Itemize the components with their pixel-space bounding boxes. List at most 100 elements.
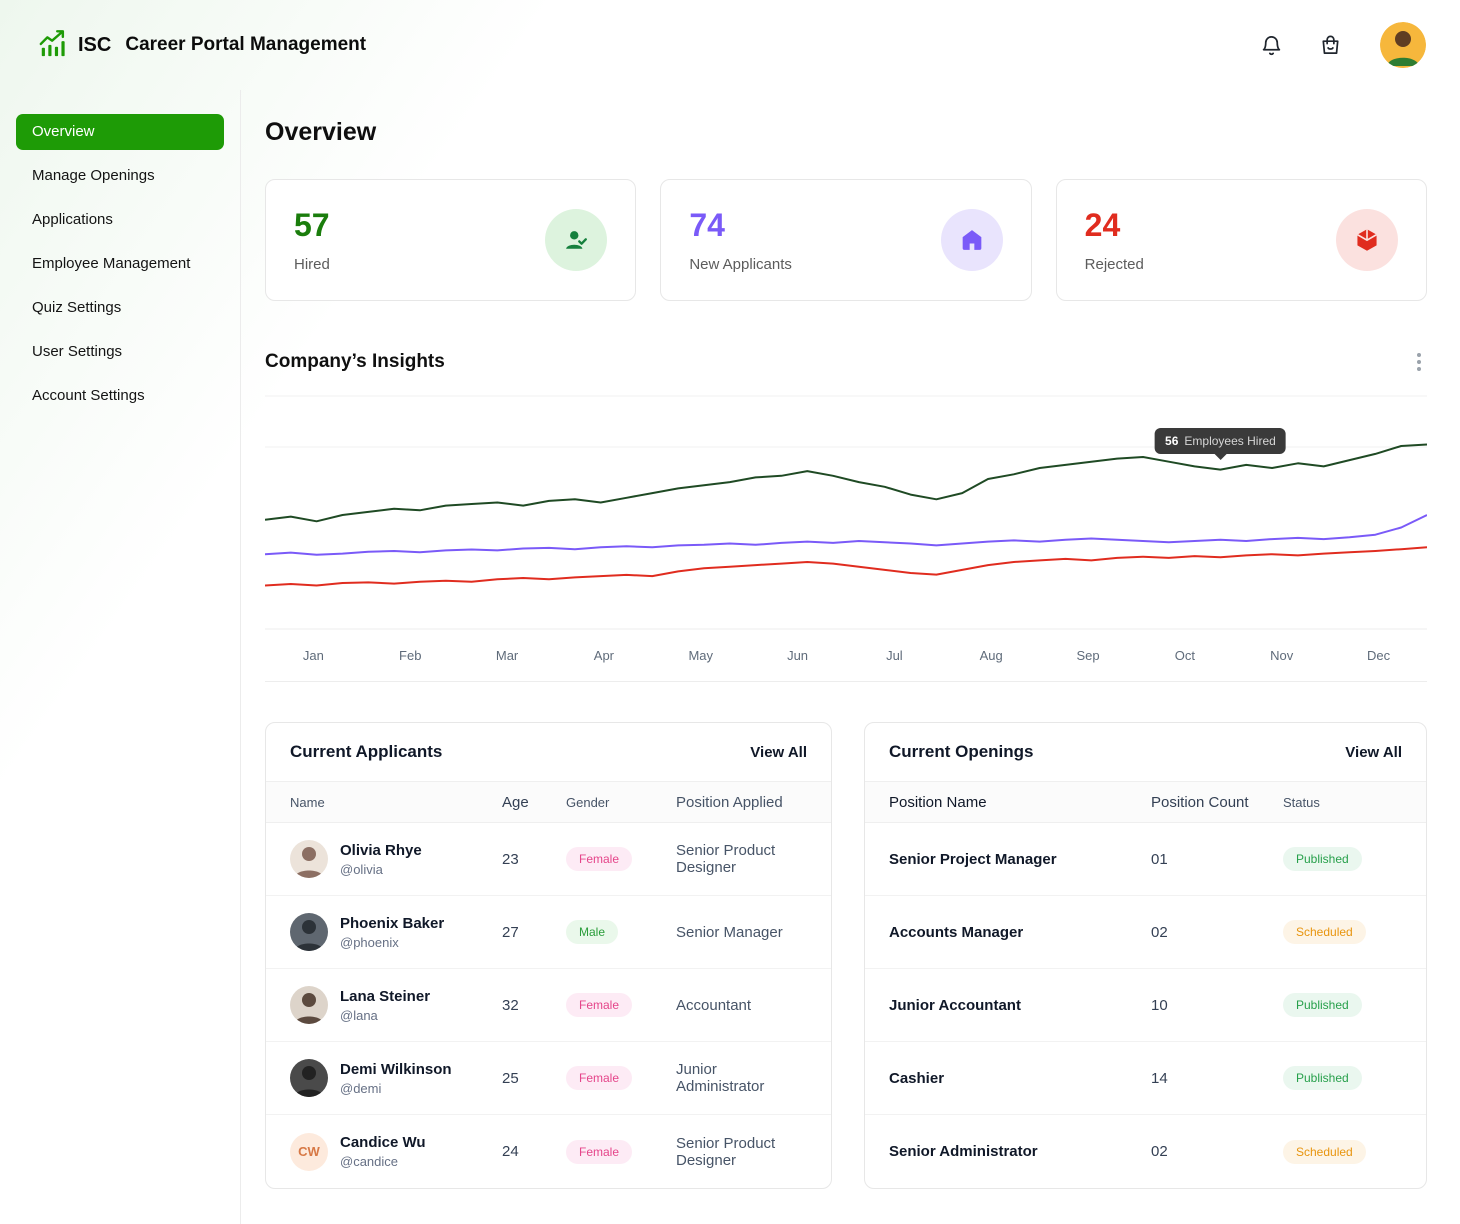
sidebar-item-account-settings[interactable]: Account Settings [16, 378, 224, 414]
openings-view-all-link[interactable]: View All [1345, 744, 1402, 761]
applicant-avatar-initials: CW [290, 1133, 328, 1171]
stat-card-rejected: 24 Rejected [1056, 179, 1427, 301]
chart-x-axis: JanFebMarAprMayJunJulAugSepOctNovDec [265, 630, 1427, 682]
opening-position: Senior Project Manager [889, 851, 1151, 868]
table-row[interactable]: Junior Accountant 10 Published [865, 969, 1426, 1042]
app-title: Career Portal Management [125, 34, 366, 56]
opening-count: 10 [1151, 997, 1283, 1014]
applicant-avatar [290, 840, 328, 878]
home-icon [941, 209, 1003, 271]
axis-month-label: Sep [1040, 648, 1137, 663]
applicants-view-all-link[interactable]: View All [750, 744, 807, 761]
insights-line-chart: 56 Employees Hired [265, 395, 1427, 630]
col-header-name: Name [290, 795, 502, 810]
table-row[interactable]: Senior Administrator 02 Scheduled [865, 1115, 1426, 1188]
axis-month-label: Nov [1233, 648, 1330, 663]
table-row[interactable]: CW Candice Wu @candice 24 Female Senior … [266, 1115, 831, 1188]
col-header-status: Status [1283, 795, 1402, 810]
jobs-inbox-button[interactable] [1315, 30, 1346, 61]
applicant-handle: @phoenix [340, 935, 444, 950]
applicant-handle: @olivia [340, 862, 422, 877]
applicant-avatar [290, 1059, 328, 1097]
person-check-icon [545, 209, 607, 271]
opening-position: Accounts Manager [889, 924, 1151, 941]
opening-count: 02 [1151, 924, 1283, 941]
gender-badge: Female [566, 847, 632, 871]
applicant-avatar [290, 913, 328, 951]
applicant-name: Olivia Rhye [340, 842, 422, 859]
status-badge: Published [1283, 847, 1362, 871]
status-badge: Published [1283, 993, 1362, 1017]
openings-table-header: Position Name Position Count Status [865, 781, 1426, 823]
applicants-table-header: Name Age Gender Position Applied [266, 781, 831, 823]
col-header-position-count: Position Count [1151, 794, 1283, 811]
box-icon [1336, 209, 1398, 271]
table-row[interactable]: Lana Steiner @lana 32 Female Accountant [266, 969, 831, 1042]
table-row[interactable]: Olivia Rhye @olivia 23 Female Senior Pro… [266, 823, 831, 896]
stat-card-hired: 57 Hired [265, 179, 636, 301]
applicant-handle: @lana [340, 1008, 430, 1023]
opening-position: Junior Accountant [889, 997, 1151, 1014]
applicants-title: Current Applicants [290, 742, 442, 762]
gender-badge: Female [566, 993, 632, 1017]
table-row[interactable]: Demi Wilkinson @demi 25 Female Junior Ad… [266, 1042, 831, 1115]
opening-count: 01 [1151, 851, 1283, 868]
table-row[interactable]: Cashier 14 Published [865, 1042, 1426, 1115]
status-badge: Scheduled [1283, 920, 1366, 944]
sidebar: Overview Manage Openings Applications Em… [0, 90, 241, 1224]
applicant-position: Accountant [676, 997, 807, 1014]
bell-icon [1260, 34, 1283, 57]
applicant-name: Lana Steiner [340, 988, 430, 1005]
axis-month-label: Aug [943, 648, 1040, 663]
status-badge: Scheduled [1283, 1140, 1366, 1164]
applicant-name: Demi Wilkinson [340, 1061, 452, 1078]
user-avatar[interactable] [1380, 22, 1426, 68]
applicant-handle: @candice [340, 1154, 426, 1169]
applicant-age: 32 [502, 997, 566, 1014]
main-content: Overview 57 Hired 74 N [241, 90, 1460, 1224]
axis-month-label: Oct [1136, 648, 1233, 663]
notifications-button[interactable] [1256, 30, 1287, 61]
sidebar-item-manage-openings[interactable]: Manage Openings [16, 158, 224, 194]
insights-header: Company’s Insights [265, 347, 1427, 377]
app-header: ISC Career Portal Management [0, 0, 1460, 90]
briefcase-icon [1319, 34, 1342, 57]
applicant-age: 24 [502, 1143, 566, 1160]
col-header-age: Age [502, 794, 566, 811]
insights-title: Company’s Insights [265, 351, 445, 373]
applicant-position: Senior Manager [676, 924, 807, 941]
sidebar-item-quiz-settings[interactable]: Quiz Settings [16, 290, 224, 326]
table-row[interactable]: Accounts Manager 02 Scheduled [865, 896, 1426, 969]
sidebar-item-overview[interactable]: Overview [16, 114, 224, 150]
table-row[interactable]: Phoenix Baker @phoenix 27 Male Senior Ma… [266, 896, 831, 969]
applicant-avatar [290, 986, 328, 1024]
kebab-menu-button[interactable] [1411, 347, 1427, 377]
table-row[interactable]: Senior Project Manager 01 Published [865, 823, 1426, 896]
brand-name: ISC [78, 34, 111, 57]
status-badge: Published [1283, 1066, 1362, 1090]
axis-month-label: Dec [1330, 648, 1427, 663]
current-openings-card: Current Openings View All Position Name … [864, 722, 1427, 1189]
openings-title: Current Openings [889, 742, 1034, 762]
col-header-position-name: Position Name [889, 794, 1151, 811]
brand-logo-icon [38, 28, 68, 63]
col-header-gender: Gender [566, 795, 676, 810]
sidebar-item-user-settings[interactable]: User Settings [16, 334, 224, 370]
stats-row: 57 Hired 74 New Applicants [265, 179, 1427, 301]
brand: ISC [38, 28, 111, 63]
applicant-position: Junior Administrator [676, 1061, 807, 1095]
gender-badge: Male [566, 920, 618, 944]
stat-card-new-applicants: 74 New Applicants [660, 179, 1031, 301]
applicant-age: 25 [502, 1070, 566, 1087]
new-applicants-count: 74 [689, 207, 792, 244]
gender-badge: Female [566, 1140, 632, 1164]
axis-month-label: Apr [555, 648, 652, 663]
chart-tooltip: 56 Employees Hired [1155, 428, 1286, 454]
rejected-label: Rejected [1085, 256, 1144, 273]
hired-label: Hired [294, 256, 330, 273]
sidebar-item-employee-management[interactable]: Employee Management [16, 246, 224, 282]
sidebar-item-applications[interactable]: Applications [16, 202, 224, 238]
axis-month-label: Feb [362, 648, 459, 663]
gender-badge: Female [566, 1066, 632, 1090]
rejected-count: 24 [1085, 207, 1144, 244]
